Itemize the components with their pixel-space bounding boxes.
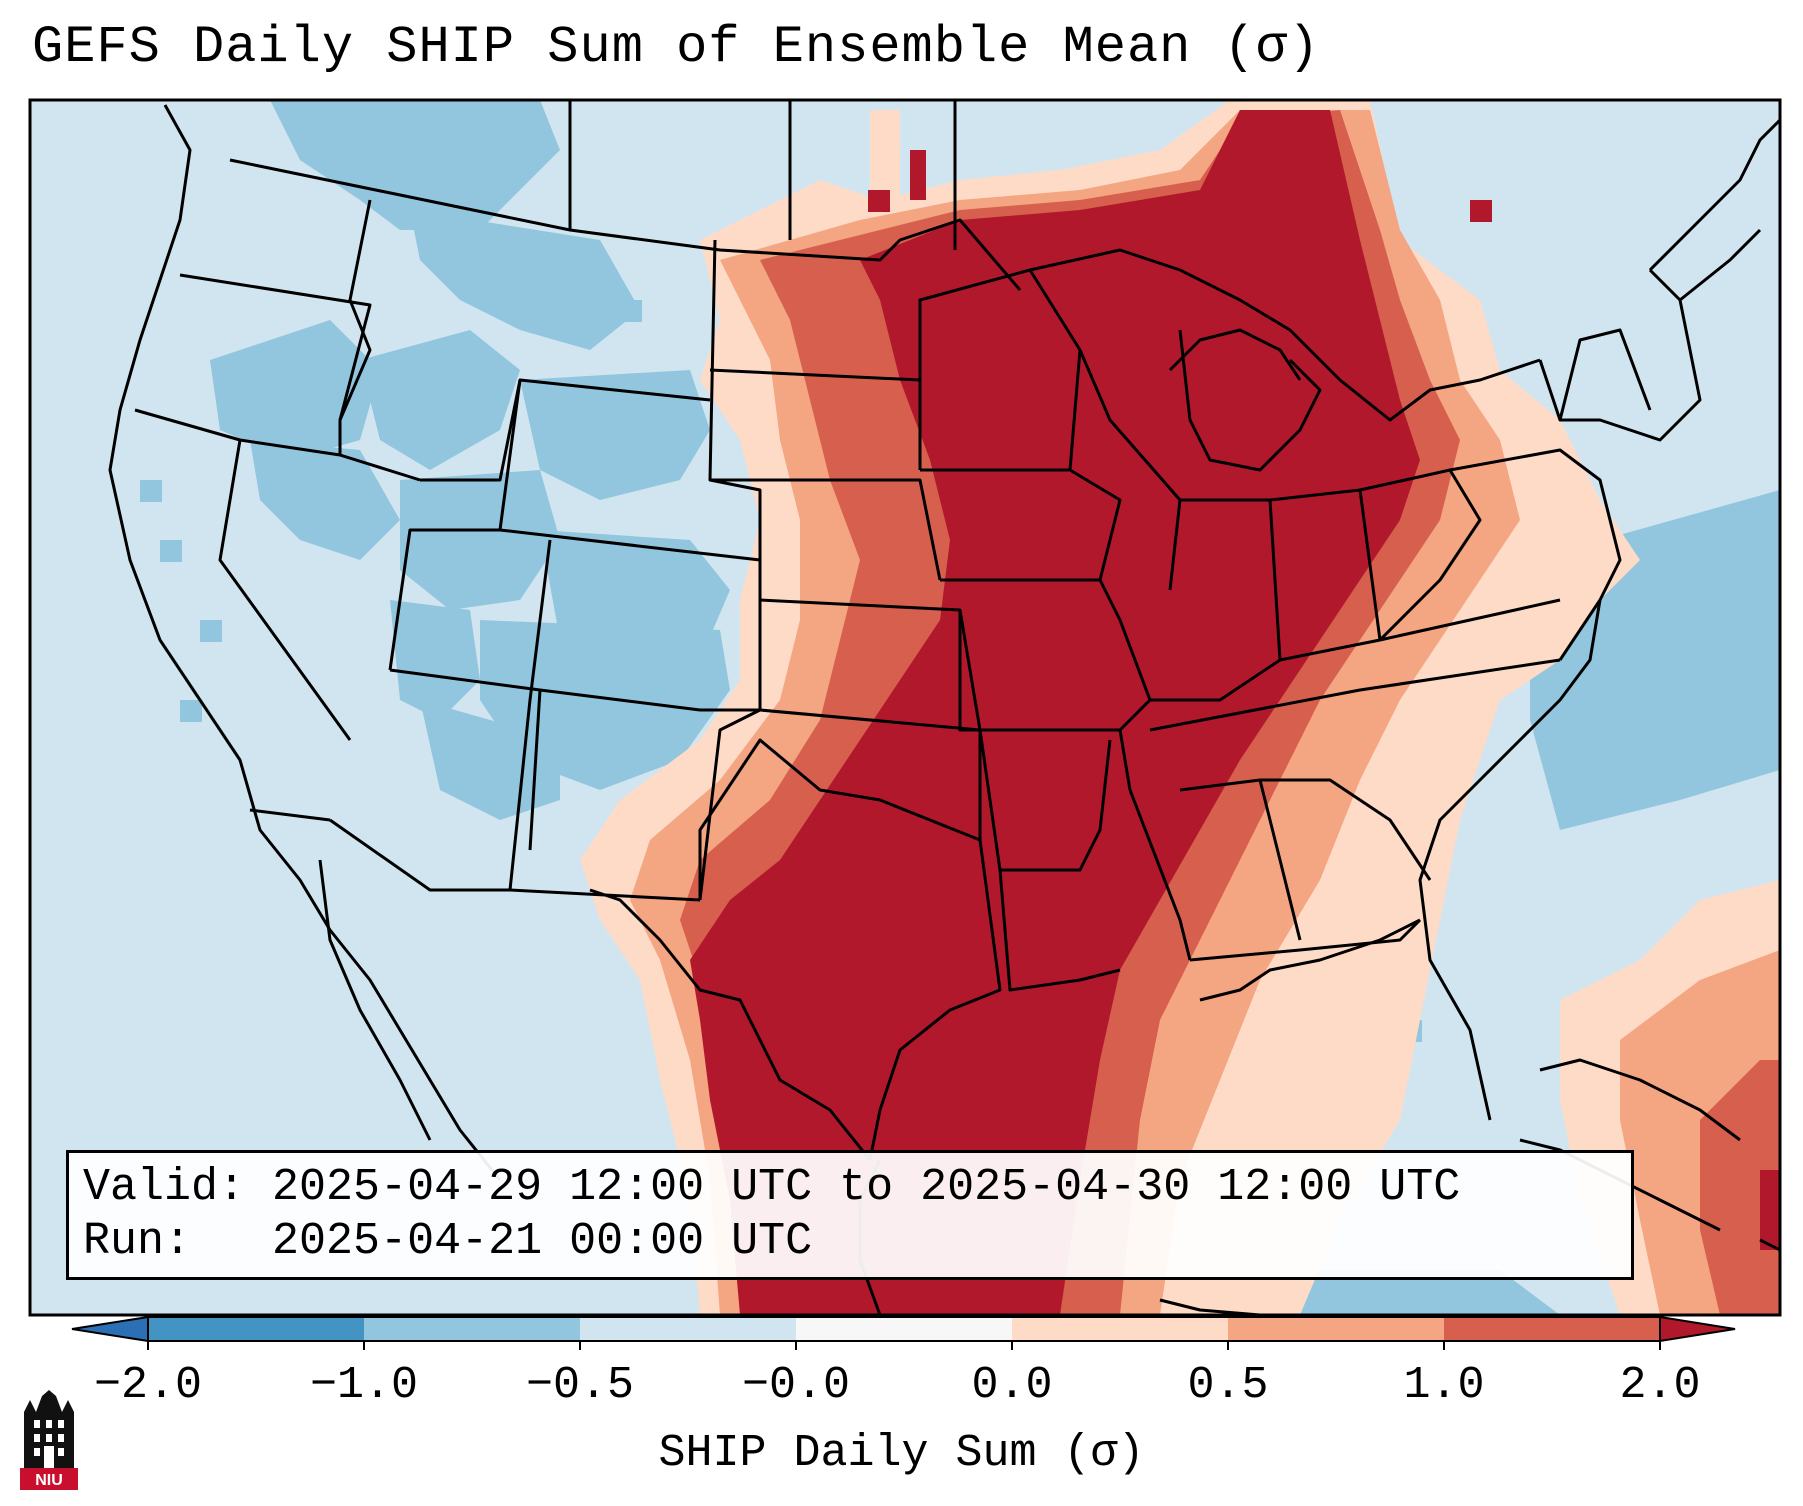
colorbar-tick-label: −0.5 — [525, 1360, 635, 1411]
logo-text: NIU — [35, 1472, 63, 1489]
colorbar-tick-label: −0.0 — [741, 1360, 851, 1411]
colorbar-tick-label: −1.0 — [309, 1360, 419, 1411]
colorbar-tick-label: 0.0 — [971, 1360, 1053, 1411]
colorbar-tick-label: 1.0 — [1403, 1360, 1485, 1411]
colorbar-extend-high — [1659, 1315, 1736, 1343]
colorbar-tick-label: 2.0 — [1619, 1360, 1701, 1411]
niu-logo: NIU — [20, 1390, 78, 1490]
map-title: GEFS Daily SHIP Sum of Ensemble Mean (σ) — [32, 18, 1321, 77]
colorbar-extend-low — [71, 1315, 149, 1343]
colorbar-segment-05-1 — [1228, 1317, 1444, 1341]
ship-field — [30, 100, 1780, 1315]
boundary-lines — [108, 100, 1780, 1315]
colorbar-segment-m2-m1 — [148, 1317, 364, 1341]
colorbar-segment-0-05 — [1012, 1317, 1228, 1341]
info-box: Valid: 2025-04-29 12:00 UTC to 2025-04-3… — [66, 1150, 1634, 1280]
colorbar-segment-m1-m05 — [364, 1317, 580, 1341]
colorbar-title: SHIP Daily Sum (σ) — [658, 1428, 1145, 1479]
colorbar-segment-m05-0 — [580, 1317, 796, 1341]
valid-label: Valid: — [83, 1162, 246, 1213]
map-frame — [28, 98, 1782, 1317]
colorbar-segment-zero — [796, 1317, 1012, 1341]
run-label: Run: — [83, 1216, 192, 1267]
colorbar — [71, 1315, 1736, 1350]
run-value: 2025-04-21 00:00 UTC — [272, 1216, 813, 1267]
colorbar-tick-label: −2.0 — [93, 1360, 203, 1411]
colorbar-segment-1-2 — [1444, 1317, 1660, 1341]
colorbar-tick-label: 0.5 — [1187, 1360, 1269, 1411]
valid-value: 2025-04-29 12:00 UTC to 2025-04-30 12:00… — [272, 1162, 1461, 1213]
colorbar-tick-labels: −2.0 −1.0 −0.5 −0.0 0.0 0.5 1.0 2.0 — [0, 1360, 1803, 1420]
